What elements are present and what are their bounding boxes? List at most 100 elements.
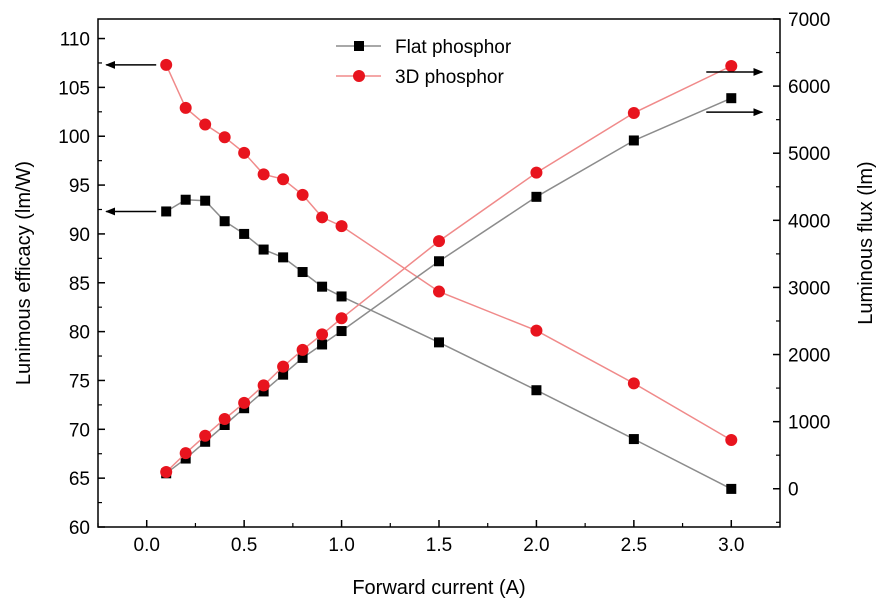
y-left-tick-label: 85 (69, 274, 90, 295)
data-point-flat-phosphor-left (239, 228, 250, 239)
data-point-flat-phosphor-left (628, 434, 639, 445)
data-point-3d-phosphor-right (296, 343, 309, 356)
data-point-3d-phosphor-right (433, 235, 445, 248)
data-point-flat-phosphor-left (317, 281, 328, 292)
y-right-tick-label: 0 (788, 480, 799, 501)
series-line-flat-phosphor-right (165, 97, 732, 474)
data-point-flat-phosphor-right (726, 93, 737, 104)
y-left-tick-label: 110 (60, 30, 90, 51)
y-right-tick-label: 5000 (788, 144, 830, 165)
y-left-tick-label: 100 (58, 127, 90, 148)
y-right-tick-label: 6000 (788, 77, 830, 98)
y-left-tick-label: 75 (69, 371, 90, 392)
x-tick-label: 1.5 (426, 535, 452, 556)
data-point-3d-phosphor-right (530, 166, 543, 179)
x-axis-ticks: 0.0 0.5 1.0 1.5 2.0 2.5 3.0 (97, 520, 744, 556)
data-point-3d-phosphor-left (725, 434, 738, 447)
x-tick-label: 0.0 (134, 535, 160, 556)
data-point-3d-phosphor-right (160, 465, 173, 478)
data-point-flat-phosphor-left (278, 252, 289, 263)
data-point-flat-phosphor-left (180, 194, 191, 205)
data-point-3d-phosphor-left (335, 220, 348, 233)
data-point-3d-phosphor-left (218, 131, 231, 144)
y-right-tick-label: 2000 (788, 346, 830, 367)
legend-item-flat: Flat phosphor (336, 37, 512, 58)
data-point-3d-phosphor-right (277, 360, 290, 373)
data-point-3d-phosphor-right (627, 106, 640, 119)
data-point-flat-phosphor-right (219, 419, 230, 430)
y-left-tick-label: 95 (69, 176, 90, 197)
data-point-flat-phosphor-right (434, 256, 444, 267)
x-tick-label: 0.5 (231, 535, 257, 556)
y-left-tick-label: 80 (69, 323, 90, 344)
x-tick-label: 3.0 (718, 535, 744, 556)
data-point-flat-phosphor-left (726, 483, 737, 494)
series-line-3d-phosphor-right (165, 65, 732, 473)
data-point-3d-phosphor-left (179, 101, 192, 114)
data-point-3d-phosphor-left (316, 211, 329, 224)
data-point-3d-phosphor-right (238, 396, 251, 409)
y-right-axis-title: Luminous flux (lm) (855, 161, 877, 324)
data-point-flat-phosphor-left (161, 206, 172, 217)
data-point-3d-phosphor-left (257, 168, 270, 181)
data-point-3d-phosphor-right (725, 59, 738, 72)
data-point-flat-phosphor-left (200, 195, 211, 206)
x-axis-title: Forward current (A) (352, 577, 525, 599)
series-line-3d-phosphor-left (165, 64, 732, 441)
y-left-tick-label: 70 (69, 420, 90, 441)
data-point-flat-phosphor-left (297, 267, 308, 278)
data-point-flat-phosphor-right (258, 386, 269, 397)
data-point-flat-phosphor-right (278, 369, 289, 380)
y-left-axis-ticks: 60 65 70 75 80 85 90 95 100 105 110 (58, 30, 105, 539)
y-left-tick-label: 105 (58, 78, 90, 99)
series-line-flat-phosphor-left (165, 198, 732, 490)
y-right-tick-label: 4000 (788, 211, 830, 232)
data-point-3d-phosphor-left (530, 324, 543, 337)
data-point-flat-phosphor-right (200, 436, 211, 447)
data-point-flat-phosphor-left (219, 216, 230, 227)
y-right-tick-label: 1000 (788, 413, 830, 434)
data-point-flat-phosphor-right (531, 191, 542, 202)
series-layer (160, 58, 738, 494)
data-point-3d-phosphor-left (433, 285, 445, 298)
y-left-tick-label: 60 (69, 518, 90, 539)
y-left-tick-label: 65 (69, 469, 90, 490)
data-point-3d-phosphor-right (179, 447, 192, 460)
data-point-3d-phosphor-left (199, 118, 212, 131)
legend-label-3d: 3D phosphor (395, 67, 504, 88)
data-point-flat-phosphor-left (336, 291, 347, 302)
data-point-3d-phosphor-right (335, 312, 348, 325)
data-point-flat-phosphor-right (297, 352, 308, 363)
data-point-3d-phosphor-right (257, 379, 270, 392)
y-left-axis-title: Lunimous efficacy (lm/W) (13, 161, 35, 385)
legend-label-flat: Flat phosphor (395, 37, 512, 58)
data-point-3d-phosphor-left (160, 58, 173, 71)
y-right-tick-label: 7000 (788, 10, 830, 31)
data-point-3d-phosphor-left (627, 377, 640, 390)
data-point-flat-phosphor-right (317, 339, 328, 350)
data-point-3d-phosphor-right (199, 429, 212, 442)
data-point-3d-phosphor-left (277, 173, 290, 186)
x-tick-label: 1.0 (328, 535, 354, 556)
x-tick-label: 2.0 (523, 535, 549, 556)
data-point-flat-phosphor-left (531, 385, 542, 396)
data-point-flat-phosphor-right (628, 135, 639, 146)
legend-item-3d: 3D phosphor (336, 67, 504, 88)
data-point-3d-phosphor-right (316, 328, 329, 341)
legend-marker-3d (353, 70, 365, 82)
axis-arrows (105, 60, 764, 216)
plot-frame (97, 18, 781, 528)
legend-marker-flat (354, 41, 364, 51)
data-point-flat-phosphor-left (434, 337, 444, 348)
data-point-flat-phosphor-right (336, 326, 347, 337)
x-tick-label: 2.5 (621, 535, 647, 556)
data-point-flat-phosphor-left (258, 244, 269, 255)
legend: Flat phosphor 3D phosphor (336, 37, 512, 88)
data-point-3d-phosphor-right (218, 412, 231, 425)
y-right-axis-ticks: 0 1000 2000 3000 4000 5000 6000 7000 (773, 10, 830, 523)
y-right-tick-label: 3000 (788, 278, 830, 299)
data-point-3d-phosphor-left (238, 146, 251, 159)
data-point-3d-phosphor-left (296, 188, 309, 201)
y-left-tick-label: 90 (69, 225, 90, 246)
